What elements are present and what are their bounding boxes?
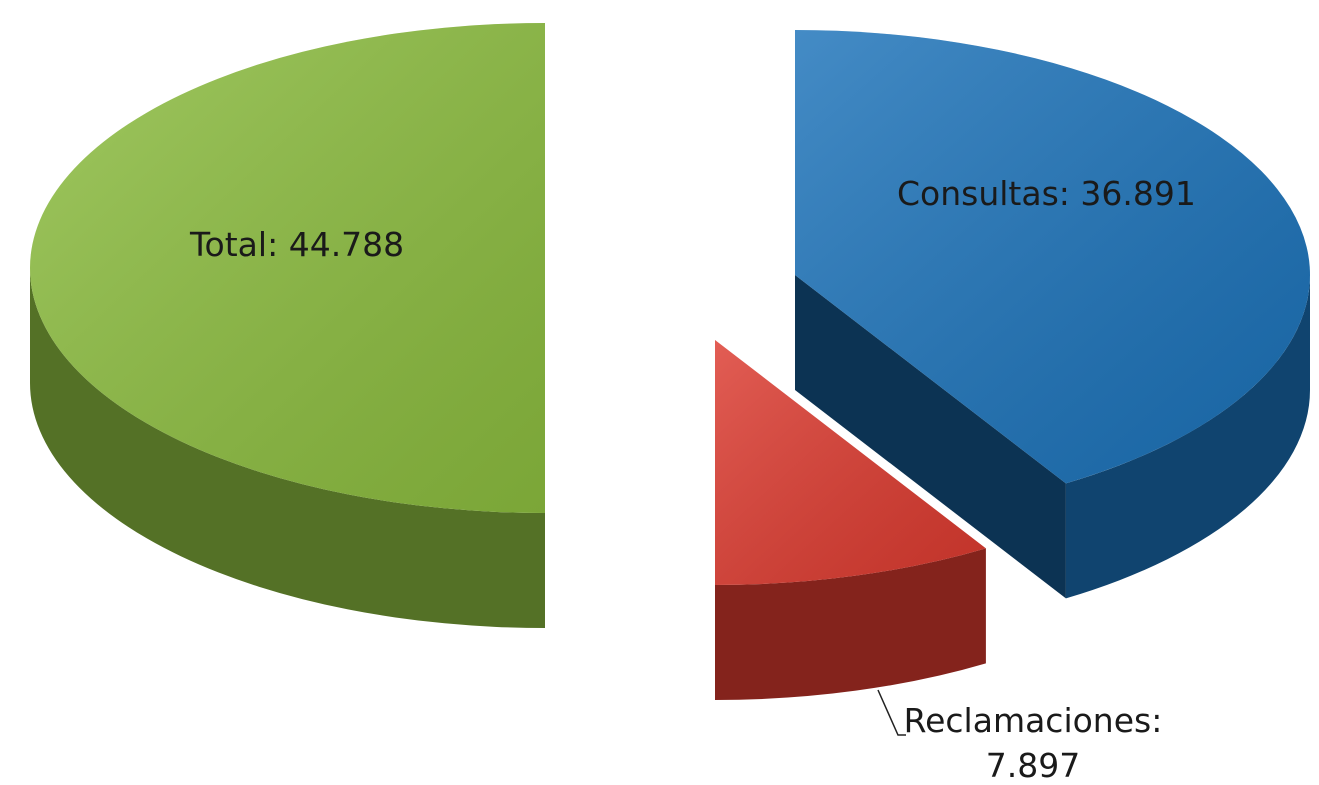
slice-side — [1065, 275, 1310, 599]
data-label: Total: 44.788 — [189, 225, 404, 264]
leader-line — [877, 689, 906, 736]
label-value: 36.891 — [1080, 174, 1195, 213]
slice-highlight — [795, 30, 1311, 484]
slice-highlight — [715, 340, 986, 585]
slice-highlight — [30, 23, 545, 513]
label-category: Consultas: — [897, 174, 1070, 213]
pie — [30, 23, 1311, 700]
label-category: Total: — [189, 225, 278, 264]
label-category: Reclamaciones: — [904, 701, 1163, 740]
slice-side — [715, 548, 986, 700]
data-label: Consultas: 36.891 — [897, 174, 1196, 213]
slice-face — [795, 275, 1066, 599]
slice-side — [30, 268, 545, 628]
label-value: 44.788 — [289, 225, 404, 264]
label-value: 7.897 — [986, 746, 1080, 785]
